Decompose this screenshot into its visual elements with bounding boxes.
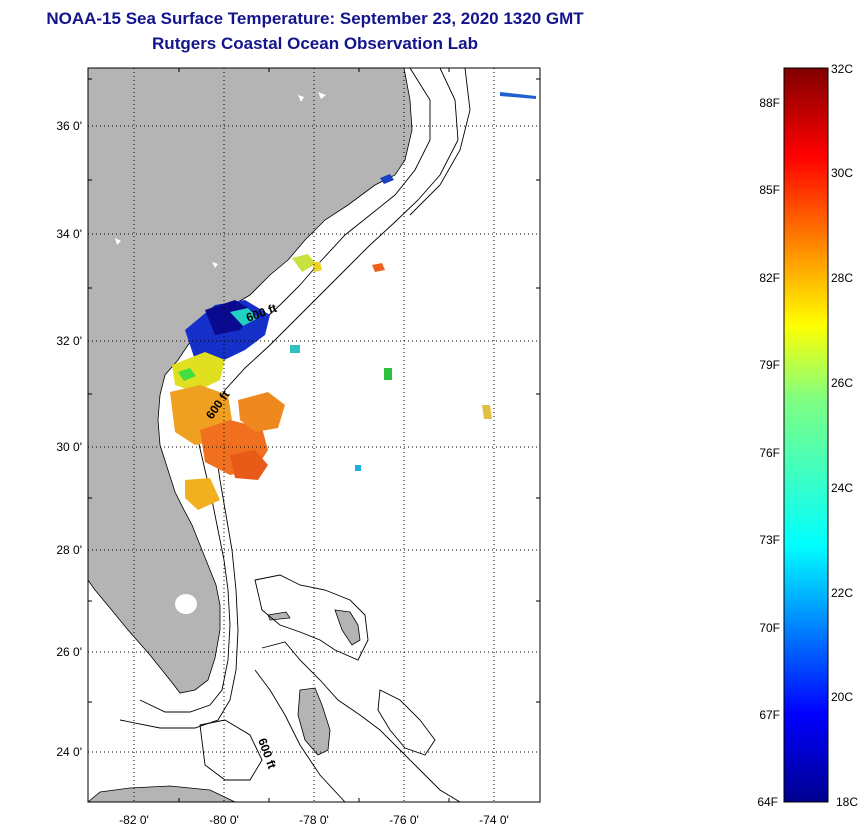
map-title: NOAA-15 Sea Surface Temperature: Septemb… <box>46 9 584 28</box>
cb-label-67f: 67F <box>759 708 780 722</box>
cb-label-18c: 18C <box>836 795 858 809</box>
lat-tick-30: 30 0' <box>56 440 82 454</box>
cb-label-64f: 64F <box>757 795 778 809</box>
cb-label-88f: 88F <box>759 96 780 110</box>
map-border <box>87 67 541 803</box>
lon-tick-80: -80 0' <box>209 813 239 827</box>
lat-tick-36: 36 0' <box>56 119 82 133</box>
sst-data <box>170 92 536 510</box>
land-grand-bahama <box>267 611 291 621</box>
cb-label-20c: 20C <box>831 690 853 704</box>
lon-tick-76: -76 0' <box>389 813 419 827</box>
axis-minor-ticks <box>88 68 540 802</box>
cb-label-76f: 76F <box>759 446 780 460</box>
lon-tick-74: -74 0' <box>479 813 509 827</box>
cb-label-22c: 22C <box>831 586 853 600</box>
lat-tick-24: 24 0' <box>56 745 82 759</box>
lat-tick-labels: 36 0' 34 0' 32 0' 30 0' 28 0' 26 0' 24 0… <box>56 119 82 759</box>
lat-tick-32: 32 0' <box>56 334 82 348</box>
cb-label-73f: 73F <box>759 533 780 547</box>
cb-label-79f: 79F <box>759 358 780 372</box>
cb-label-26c: 26C <box>831 376 853 390</box>
lat-tick-34: 34 0' <box>56 227 82 241</box>
land-mainland <box>88 68 413 694</box>
colorbar <box>783 67 829 803</box>
land-bahamas-andros <box>297 687 331 756</box>
cb-label-28c: 28C <box>831 271 853 285</box>
lat-tick-26: 26 0' <box>56 645 82 659</box>
graticule <box>88 68 540 802</box>
lon-tick-78: -78 0' <box>299 813 329 827</box>
cb-label-85f: 85F <box>759 183 780 197</box>
cb-label-24c: 24C <box>831 481 853 495</box>
cb-label-82f: 82F <box>759 271 780 285</box>
lon-tick-labels: -82 0' -80 0' -78 0' -76 0' -74 0' <box>119 813 509 827</box>
land-cuba <box>88 785 236 802</box>
cb-label-30c: 30C <box>831 166 853 180</box>
lat-tick-28: 28 0' <box>56 543 82 557</box>
cb-label-70f: 70F <box>759 621 780 635</box>
colorbar-celsius-labels: 32C 30C 28C 26C 24C 22C 20C 18C <box>831 62 858 809</box>
map-subtitle: Rutgers Coastal Ocean Observation Lab <box>152 34 478 53</box>
lake-okeechobee <box>175 594 197 614</box>
cb-label-32c: 32C <box>831 62 853 76</box>
lon-tick-82: -82 0' <box>119 813 149 827</box>
colorbar-fahrenheit-labels: 88F 85F 82F 79F 76F 73F 70F 67F 64F <box>757 96 780 809</box>
land-bahamas-abaco <box>334 609 361 646</box>
